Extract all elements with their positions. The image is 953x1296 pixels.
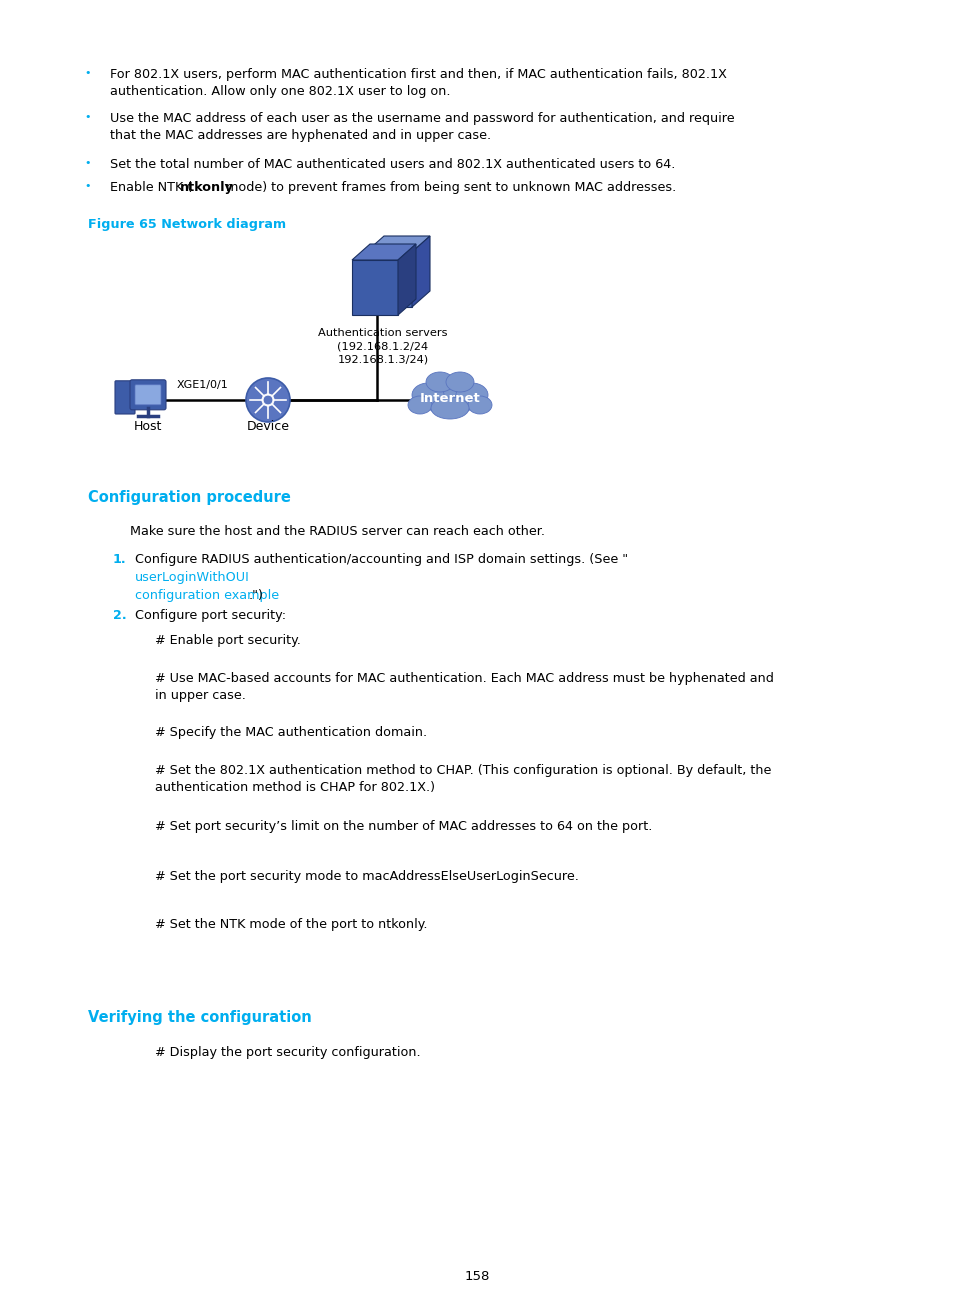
Text: Enable NTK (: Enable NTK ( [110, 181, 193, 194]
Text: •: • [85, 158, 91, 168]
Text: XGE1/0/1: XGE1/0/1 [177, 380, 229, 390]
Ellipse shape [424, 384, 475, 416]
Polygon shape [412, 236, 430, 307]
Text: 158: 158 [464, 1270, 489, 1283]
Text: Internet: Internet [419, 391, 480, 404]
Text: 2.: 2. [112, 609, 127, 622]
Text: ."): .") [248, 588, 263, 603]
Ellipse shape [426, 372, 454, 391]
Text: # Display the port security configuration.: # Display the port security configuratio… [154, 1046, 420, 1059]
Text: # Enable port security.: # Enable port security. [154, 634, 300, 647]
Text: # Set the port security mode to macAddressElseUserLoginSecure.: # Set the port security mode to macAddre… [154, 870, 578, 883]
Text: •: • [85, 181, 91, 191]
FancyBboxPatch shape [115, 381, 135, 413]
Text: userLoginWithOUI: userLoginWithOUI [135, 572, 250, 584]
Text: Device: Device [246, 420, 289, 433]
Text: For 802.1X users, perform MAC authentication first and then, if MAC authenticati: For 802.1X users, perform MAC authentica… [110, 67, 726, 98]
FancyBboxPatch shape [135, 385, 161, 404]
Text: Verifying the configuration: Verifying the configuration [88, 1010, 312, 1025]
Text: Host: Host [133, 420, 162, 433]
Ellipse shape [431, 397, 469, 419]
FancyBboxPatch shape [130, 380, 166, 410]
Ellipse shape [468, 397, 492, 413]
Circle shape [246, 378, 290, 422]
Text: Configure port security:: Configure port security: [135, 609, 286, 622]
Text: •: • [85, 111, 91, 122]
Ellipse shape [412, 384, 443, 407]
Text: Configuration procedure: Configuration procedure [88, 490, 291, 505]
Text: Make sure the host and the RADIUS server can reach each other.: Make sure the host and the RADIUS server… [130, 525, 544, 538]
Text: Configure RADIUS authentication/accounting and ISP domain settings. (See ": Configure RADIUS authentication/accounti… [135, 553, 627, 566]
Text: # Specify the MAC authentication domain.: # Specify the MAC authentication domain. [154, 726, 427, 739]
Text: Figure 65 Network diagram: Figure 65 Network diagram [88, 218, 286, 231]
Circle shape [263, 395, 273, 404]
Polygon shape [366, 251, 412, 307]
Text: # Set port security’s limit on the number of MAC addresses to 64 on the port.: # Set port security’s limit on the numbe… [154, 820, 652, 833]
Text: # Set the 802.1X authentication method to CHAP. (This configuration is optional.: # Set the 802.1X authentication method t… [154, 765, 771, 794]
Text: # Set the NTK mode of the port to ntkonly.: # Set the NTK mode of the port to ntkonl… [154, 918, 427, 931]
Polygon shape [352, 260, 397, 315]
Text: ntkonly: ntkonly [180, 181, 233, 194]
Text: 1.: 1. [112, 553, 127, 566]
Text: •: • [85, 67, 91, 78]
Text: Authentication servers
(192.168.1.2/24
192.168.1.3/24): Authentication servers (192.168.1.2/24 1… [318, 328, 447, 364]
Polygon shape [352, 244, 416, 260]
Ellipse shape [408, 397, 432, 413]
Polygon shape [366, 236, 430, 251]
Text: Use the MAC address of each user as the username and password for authentication: Use the MAC address of each user as the … [110, 111, 734, 143]
Text: Set the total number of MAC authenticated users and 802.1X authenticated users t: Set the total number of MAC authenticate… [110, 158, 675, 171]
Text: configuration example: configuration example [135, 588, 279, 603]
Polygon shape [397, 244, 416, 315]
Ellipse shape [446, 372, 474, 391]
Text: mode) to prevent frames from being sent to unknown MAC addresses.: mode) to prevent frames from being sent … [222, 181, 676, 194]
Circle shape [261, 394, 274, 406]
Text: # Use MAC-based accounts for MAC authentication. Each MAC address must be hyphen: # Use MAC-based accounts for MAC authent… [154, 673, 773, 702]
Ellipse shape [456, 384, 488, 407]
